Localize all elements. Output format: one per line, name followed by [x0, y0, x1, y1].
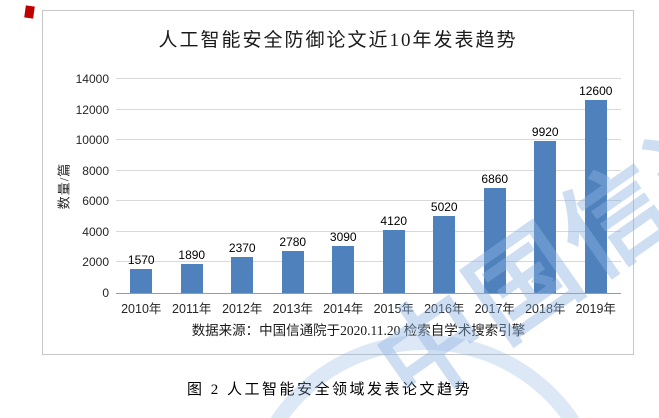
chart-figure: 人工智能安全防御论文近10年发表趋势 数量/篇 0 2000 4000 6000 800… — [42, 10, 634, 355]
x-tick-label: 2010年 — [121, 302, 162, 316]
y-tick-label: 8000 — [82, 163, 109, 178]
bar-slot: 2780 — [268, 79, 319, 293]
gridline — [116, 108, 621, 110]
plot-area: 1570 1890 2370 2780 3090 4120 5020 6860 9920 1260… — [116, 78, 622, 294]
bar — [130, 269, 153, 293]
bar-slot: 2370 — [217, 79, 268, 293]
x-tick-label: 2012年 — [222, 302, 263, 316]
bar-value-label: 4120 — [380, 214, 408, 229]
bar-slot: 9920 — [520, 79, 571, 293]
bar-slot: 1570 — [116, 79, 167, 293]
gridline — [116, 200, 621, 202]
bar — [281, 250, 304, 293]
gridline — [116, 230, 621, 232]
x-tick-label: 2015年 — [373, 302, 414, 316]
bar-value-label: 2370 — [228, 240, 256, 255]
bar — [231, 256, 254, 293]
source-note: 数据来源：中国信通院于2020.11.20 检索自学术搜索引擎 — [191, 323, 526, 338]
figure-caption: 图 2 人工智能安全领域发表论文趋势 — [186, 382, 472, 398]
y-tick-label: 6000 — [82, 194, 109, 209]
bar-slot: 6860 — [470, 79, 521, 293]
bar-value-label: 6860 — [481, 172, 509, 187]
bar — [534, 141, 557, 293]
bar-value-label: 2780 — [279, 234, 307, 249]
y-tick-label: 10000 — [75, 133, 109, 148]
bar-value-label: 5020 — [430, 200, 458, 215]
red-seal-mark-icon — [24, 5, 35, 19]
x-tick-label: 2019年 — [575, 302, 616, 316]
bar — [180, 264, 203, 293]
x-tick-label: 2013年 — [272, 302, 313, 316]
bar — [483, 188, 506, 293]
y-axis-ticks: 0 2000 4000 6000 8000 10000 12000 14000 — [59, 73, 109, 299]
x-tick-label: 2018年 — [525, 302, 566, 316]
bar-slot: 12600 — [571, 79, 622, 293]
y-tick-label: 14000 — [75, 72, 109, 86]
bar-slot: 4120 — [369, 79, 420, 293]
gridline — [116, 139, 621, 141]
bar — [332, 245, 355, 293]
bar-slot: 3090 — [318, 79, 369, 293]
x-tick-label: 2017年 — [474, 302, 515, 316]
x-axis-labels: 2010年 2011年 2012年 2013年 2014年 2015年 2016年 2017年… — [116, 298, 621, 317]
bar-slot: 1890 — [167, 79, 218, 293]
bar-value-label: 3090 — [329, 229, 357, 244]
gridline — [116, 261, 621, 263]
bar-value-label: 1570 — [127, 253, 155, 268]
bar-value-label: 9920 — [531, 125, 559, 140]
x-tick-label: 2016年 — [424, 302, 465, 316]
bar — [382, 230, 405, 293]
bar-value-label: 12600 — [579, 84, 613, 99]
bar-value-label: 1890 — [178, 248, 206, 263]
gridline — [116, 169, 621, 171]
bar-slot: 5020 — [419, 79, 470, 293]
x-tick-label: 2011年 — [172, 302, 212, 316]
gridline — [116, 78, 621, 79]
bar — [433, 216, 456, 293]
y-tick-label: 4000 — [82, 224, 109, 239]
x-tick-label: 2014年 — [323, 302, 364, 316]
chart-title: 人工智能安全防御论文近10年发表趋势 — [158, 30, 518, 51]
bar — [584, 100, 607, 293]
y-tick-label: 12000 — [75, 102, 109, 117]
y-tick-label: 2000 — [82, 255, 109, 270]
y-tick-label: 0 — [102, 286, 109, 300]
